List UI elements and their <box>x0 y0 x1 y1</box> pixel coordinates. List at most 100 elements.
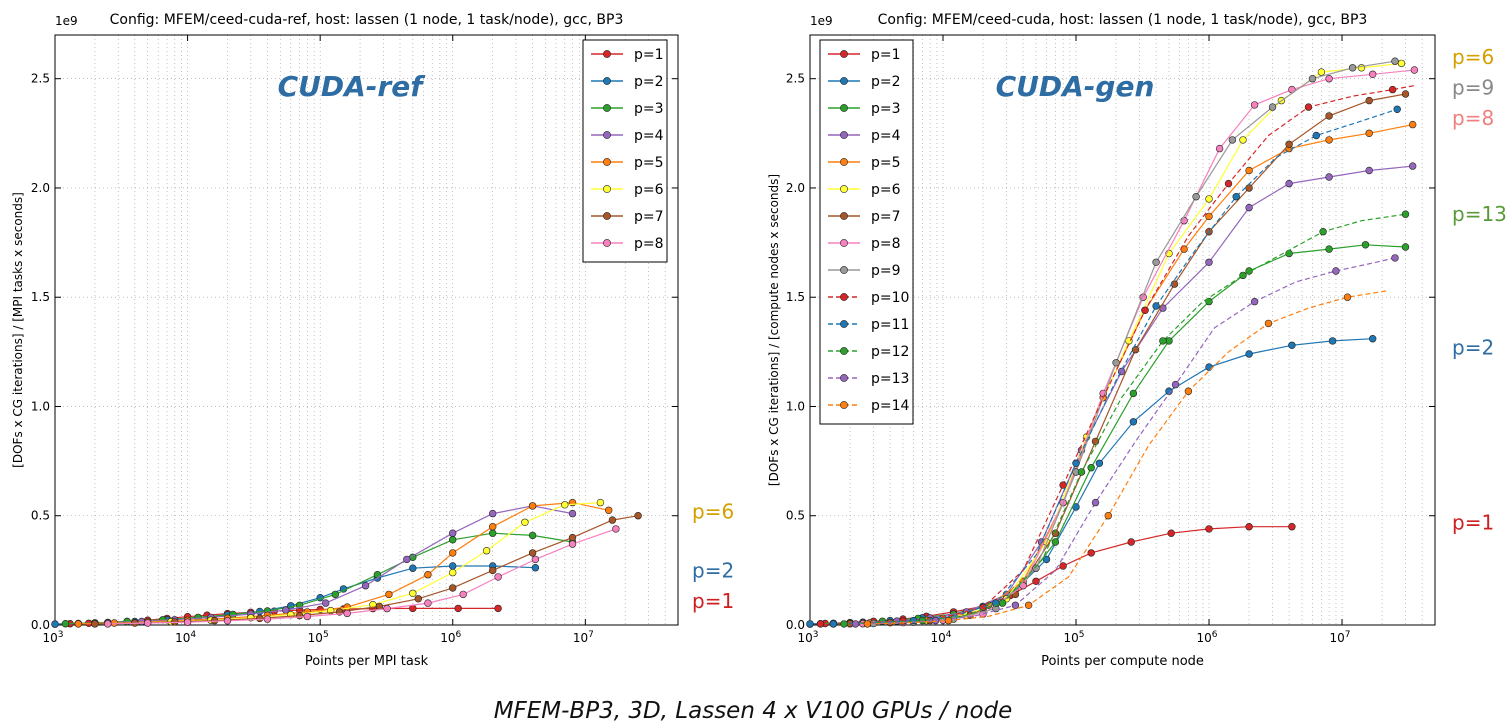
data-point <box>303 612 311 621</box>
data-point <box>531 563 540 572</box>
data-point <box>561 501 569 509</box>
legend-entry: p=2 <box>591 74 664 90</box>
y-tick-label: 0.0 <box>31 618 50 632</box>
data-point <box>528 549 537 557</box>
legend-marker <box>840 104 848 112</box>
data-point <box>1393 105 1401 114</box>
x-tick-label: 104 <box>175 630 196 645</box>
legend-entry: p=5 <box>828 155 901 171</box>
legend-entry: p=4 <box>828 128 901 144</box>
side-label: p=9 <box>1452 75 1494 99</box>
data-point <box>918 616 927 625</box>
legend-entry: p=1 <box>591 47 664 63</box>
legend-entry: p=12 <box>828 344 909 360</box>
data-point <box>1250 297 1259 306</box>
data-point <box>1348 64 1357 72</box>
data-point <box>1325 245 1333 253</box>
data-point <box>51 620 59 628</box>
data-point <box>1184 387 1193 395</box>
legend-entry: p=8 <box>828 236 901 252</box>
legend-marker <box>840 239 848 247</box>
legend-marker <box>840 374 848 382</box>
chart-title: Config: MFEM/ceed-cuda, host: lassen (1 … <box>878 12 1368 28</box>
legend-label: p=13 <box>871 371 909 387</box>
data-point <box>409 564 417 572</box>
data-point <box>851 620 860 628</box>
y-tick-label: 2.0 <box>786 181 805 195</box>
data-point <box>1152 258 1160 266</box>
data-point <box>1112 359 1120 367</box>
y-axis-multiplier: 1e9 <box>810 14 833 28</box>
data-point <box>1019 581 1027 590</box>
series-p5 <box>74 498 613 628</box>
data-point <box>1388 85 1397 94</box>
data-point <box>1401 243 1410 251</box>
series-line <box>855 257 1396 625</box>
x-tick-label: 107 <box>573 630 594 645</box>
data-point <box>1171 380 1180 389</box>
legend-box <box>582 39 668 263</box>
data-point <box>1391 254 1399 262</box>
legend-label: p=5 <box>871 155 901 171</box>
series-p13 <box>851 254 1399 628</box>
legend-label: p=2 <box>634 74 664 90</box>
legend-entry: p=2 <box>828 74 901 90</box>
data-point <box>383 604 391 613</box>
data-point <box>449 562 457 570</box>
data-point <box>1401 210 1410 218</box>
data-point <box>1224 179 1233 188</box>
data-point <box>1095 459 1104 467</box>
data-point <box>863 620 872 628</box>
y-tick-label: 0.5 <box>31 509 50 523</box>
data-point <box>1319 228 1327 236</box>
legend-marker <box>603 50 611 58</box>
series-p11 <box>829 105 1401 628</box>
x-tick-label: 105 <box>308 630 329 645</box>
x-tick-label: 105 <box>1064 630 1085 645</box>
data-point <box>385 590 393 599</box>
data-point <box>414 595 422 603</box>
data-point <box>604 506 613 514</box>
side-label: p=6 <box>692 499 734 523</box>
data-point <box>494 604 502 613</box>
x-axis-label: Points per MPI task <box>305 654 429 669</box>
series-group <box>806 57 1419 628</box>
data-point <box>489 509 497 518</box>
legend-entry: p=13 <box>828 371 909 387</box>
y-tick-label: 1.0 <box>786 399 805 413</box>
data-point <box>489 529 497 537</box>
legend-label: p=8 <box>634 236 664 252</box>
y-tick-label: 1.5 <box>786 290 805 304</box>
data-point <box>489 522 497 531</box>
data-point <box>1059 562 1067 570</box>
side-label: p=8 <box>1452 106 1494 130</box>
series-line <box>107 528 617 625</box>
data-point <box>1011 601 1020 609</box>
chart-title: Config: MFEM/ceed-cuda-ref, host: lassen… <box>110 12 624 28</box>
legend-marker <box>840 131 848 139</box>
data-point <box>568 533 577 542</box>
legend-entry: p=4 <box>591 128 664 144</box>
data-point <box>1332 267 1340 275</box>
legend-marker <box>840 77 848 85</box>
data-point <box>144 619 152 627</box>
data-point <box>489 566 497 575</box>
data-point <box>1250 101 1259 109</box>
legend-label: p=5 <box>634 155 664 171</box>
data-point <box>1365 166 1373 175</box>
data-point <box>1165 337 1173 345</box>
data-point <box>1032 577 1040 585</box>
data-point <box>979 603 987 612</box>
data-point <box>521 518 529 526</box>
data-point <box>1408 120 1417 129</box>
data-point <box>449 584 457 592</box>
data-point <box>531 555 540 564</box>
legend-entry: p=3 <box>828 101 901 117</box>
data-point <box>1245 203 1253 212</box>
legend-label: p=6 <box>871 182 901 198</box>
data-point <box>1365 96 1373 105</box>
data-point <box>1410 66 1419 74</box>
x-tick-label: 107 <box>1330 630 1351 645</box>
y-axis-label: [DOFs x CG iterations] / [compute nodes … <box>767 174 781 486</box>
data-point <box>1215 144 1224 153</box>
